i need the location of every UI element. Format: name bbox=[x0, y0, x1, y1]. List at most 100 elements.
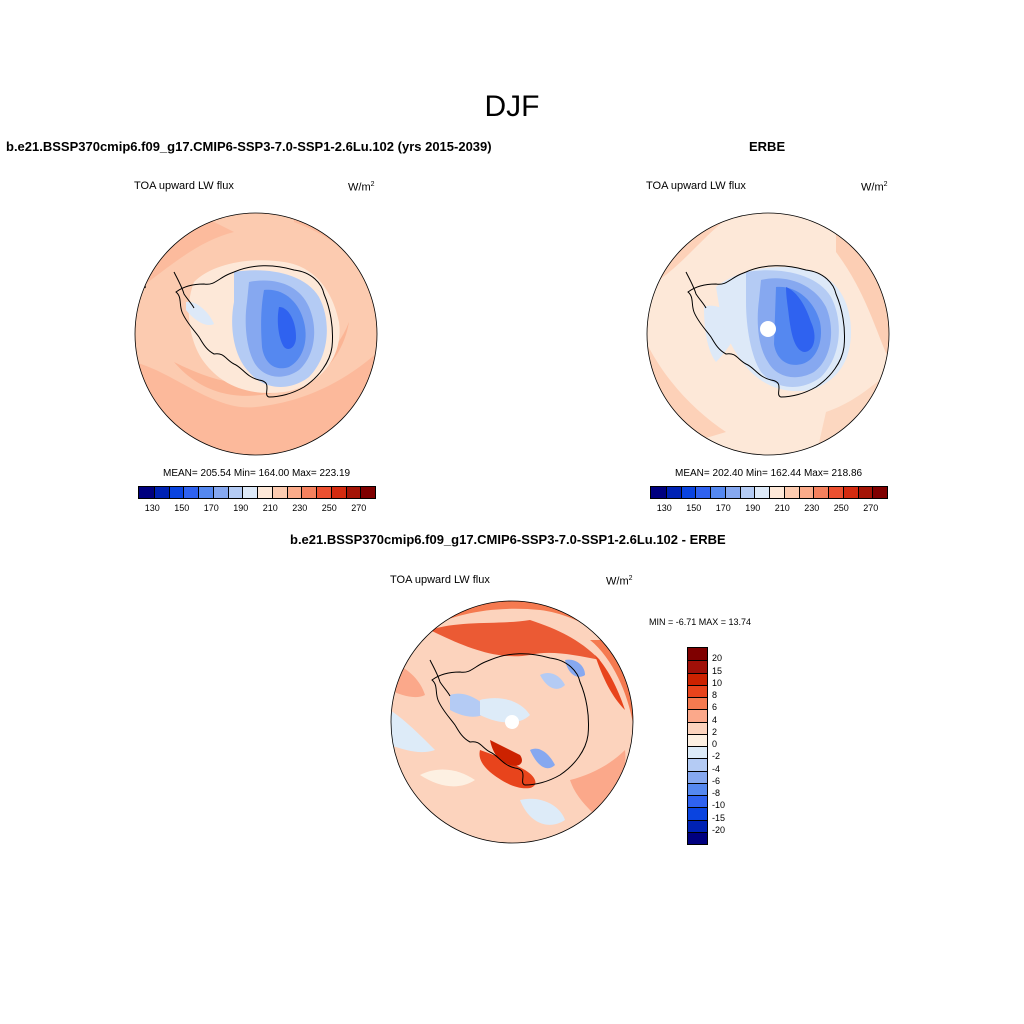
colorbar-tick-label: -8 bbox=[712, 788, 721, 798]
diff-colorbar bbox=[687, 647, 708, 845]
colorbar-tick-label: 20 bbox=[712, 653, 723, 664]
colorbar-swatch bbox=[857, 487, 873, 498]
left-polar-map bbox=[134, 212, 378, 456]
colorbar-swatch bbox=[688, 721, 707, 734]
colorbar-tick-label: -15 bbox=[712, 812, 726, 823]
colorbar-swatch bbox=[139, 487, 154, 498]
colorbar-swatch bbox=[688, 684, 707, 697]
colorbar-swatch bbox=[813, 487, 828, 498]
colorbar-tick-label: 2 bbox=[712, 726, 718, 737]
colorbar-tick-label: 130 bbox=[656, 503, 672, 513]
colorbar-tick-label: 270 bbox=[351, 503, 367, 513]
colorbar-tick-label: 230 bbox=[804, 503, 820, 513]
colorbar-tick-label: -2 bbox=[712, 751, 721, 762]
left-colorbar bbox=[138, 486, 376, 499]
colorbar-swatch bbox=[828, 487, 843, 498]
colorbar-swatch bbox=[754, 487, 769, 498]
colorbar-tick-label: 10 bbox=[712, 677, 723, 688]
colorbar-swatch bbox=[153, 487, 169, 498]
colorbar-tick-label: 8 bbox=[712, 690, 718, 700]
colorbar-swatch bbox=[710, 487, 725, 498]
colorbar-tick-label: 210 bbox=[774, 503, 790, 513]
colorbar-tick-label: -6 bbox=[712, 775, 721, 786]
colorbar-tick-label: 170 bbox=[203, 503, 219, 513]
right-polar-map bbox=[646, 212, 890, 456]
colorbar-swatch bbox=[651, 487, 666, 498]
colorbar-swatch bbox=[688, 733, 707, 746]
colorbar-swatch bbox=[183, 487, 198, 498]
colorbar-swatch bbox=[688, 709, 707, 722]
colorbar-tick-label: 230 bbox=[292, 503, 308, 513]
colorbar-tick-label: 250 bbox=[833, 503, 849, 513]
right-stats: MEAN= 202.40 Min= 162.44 Max= 218.86 bbox=[675, 468, 863, 479]
colorbar-tick-label: 130 bbox=[144, 503, 160, 513]
diff-minmax: MIN = -6.71 MAX = 13.74 bbox=[649, 617, 752, 627]
colorbar-swatch bbox=[688, 807, 707, 820]
colorbar-swatch bbox=[688, 660, 707, 673]
colorbar-swatch bbox=[783, 487, 799, 498]
colorbar-swatch bbox=[242, 487, 257, 498]
colorbar-tick-label: 190 bbox=[745, 503, 761, 513]
colorbar-tick-label: 170 bbox=[715, 503, 731, 513]
colorbar-tick-label: -4 bbox=[712, 763, 721, 774]
left-colorbar-ticks: 130 150 170 190 210 230 250 270 bbox=[138, 503, 374, 515]
colorbar-tick-label: 210 bbox=[262, 503, 278, 513]
colorbar-swatch bbox=[665, 487, 681, 498]
right-colorbar bbox=[650, 486, 888, 499]
colorbar-tick-label: 150 bbox=[174, 503, 190, 513]
diff-polar-map bbox=[390, 600, 634, 844]
colorbar-swatch bbox=[316, 487, 331, 498]
colorbar-swatch bbox=[360, 487, 375, 498]
colorbar-tick-label: 250 bbox=[321, 503, 337, 513]
colorbar-tick-label: -10 bbox=[712, 800, 726, 811]
colorbar-swatch bbox=[695, 487, 710, 498]
colorbar-swatch bbox=[688, 831, 707, 844]
colorbar-swatch bbox=[212, 487, 228, 498]
colorbar-tick-label: 6 bbox=[712, 702, 718, 713]
colorbar-swatch bbox=[301, 487, 316, 498]
colorbar-swatch bbox=[688, 648, 707, 661]
right-panel-header: ERBE bbox=[749, 139, 786, 154]
diff-units-label: W/m2 bbox=[606, 575, 633, 588]
colorbar-tick-label: 0 bbox=[712, 739, 718, 749]
diff-colorbar-ticks: 20 15 10 8 6 4 2 0 -2 -4 -6 -8 -10 -15 -20 bbox=[712, 647, 752, 843]
left-variable-label: TOA upward LW flux bbox=[134, 180, 234, 192]
left-panel-header: b.e21.BSSP370cmip6.f09_g17.CMIP6-SSP3-7.… bbox=[6, 139, 492, 154]
colorbar-swatch bbox=[688, 795, 707, 808]
colorbar-tick-label: -20 bbox=[712, 824, 726, 835]
colorbar-swatch bbox=[688, 819, 707, 832]
colorbar-swatch bbox=[680, 487, 696, 498]
colorbar-swatch bbox=[688, 746, 707, 759]
colorbar-swatch bbox=[271, 487, 287, 498]
colorbar-swatch bbox=[227, 487, 243, 498]
colorbar-tick-label: 150 bbox=[686, 503, 702, 513]
colorbar-swatch bbox=[168, 487, 184, 498]
right-colorbar-ticks: 130 150 170 190 210 230 250 270 bbox=[650, 503, 886, 515]
colorbar-swatch bbox=[769, 487, 784, 498]
colorbar-swatch bbox=[257, 487, 272, 498]
colorbar-swatch bbox=[872, 487, 887, 498]
colorbar-swatch bbox=[798, 487, 814, 498]
colorbar-swatch bbox=[724, 487, 740, 498]
colorbar-swatch bbox=[345, 487, 361, 498]
colorbar-swatch bbox=[688, 770, 707, 783]
left-units-label: W/m2 bbox=[348, 181, 375, 194]
colorbar-swatch bbox=[842, 487, 858, 498]
colorbar-tick-label: 270 bbox=[863, 503, 879, 513]
diff-panel-header: b.e21.BSSP370cmip6.f09_g17.CMIP6-SSP3-7.… bbox=[290, 532, 726, 547]
colorbar-swatch bbox=[688, 672, 707, 685]
colorbar-tick-label: 4 bbox=[712, 714, 718, 725]
right-variable-label: TOA upward LW flux bbox=[646, 180, 746, 192]
colorbar-swatch bbox=[688, 697, 707, 710]
colorbar-swatch bbox=[330, 487, 346, 498]
colorbar-swatch bbox=[198, 487, 213, 498]
colorbar-swatch bbox=[739, 487, 755, 498]
right-units-label: W/m2 bbox=[861, 181, 888, 194]
colorbar-tick-label: 190 bbox=[233, 503, 249, 513]
colorbar-swatch bbox=[286, 487, 302, 498]
left-stats: MEAN= 205.54 Min= 164.00 Max= 223.19 bbox=[163, 468, 351, 479]
diff-variable-label: TOA upward LW flux bbox=[390, 574, 490, 586]
colorbar-swatch bbox=[688, 782, 707, 795]
colorbar-swatch bbox=[688, 758, 707, 771]
colorbar-tick-label: 15 bbox=[712, 665, 723, 676]
